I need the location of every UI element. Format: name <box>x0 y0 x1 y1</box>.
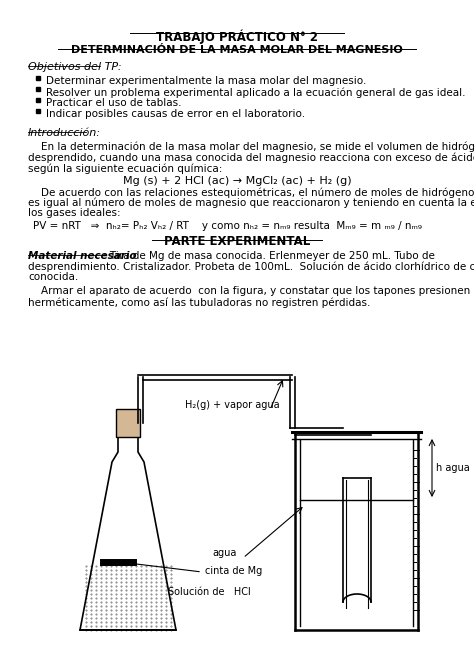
Text: Armar el aparato de acuerdo  con la figura, y constatar que los tapones presione: Armar el aparato de acuerdo con la figur… <box>28 287 470 297</box>
Text: Objetivos del TP:: Objetivos del TP: <box>28 62 122 72</box>
Text: herméticamente, como así las tubuladoras no registren pérdidas.: herméticamente, como así las tubuladoras… <box>28 297 370 308</box>
Text: es igual al número de moles de magnesio que reaccionaron y teniendo en cuenta la: es igual al número de moles de magnesio … <box>28 198 474 208</box>
Text: PV = nRT   ⇒  nₕ₂= Pₕ₂ Vₕ₂ / RT    y como nₕ₂ = nₘ₉ resulta  Mₘ₉ = m ₘ₉ / nₘ₉: PV = nRT ⇒ nₕ₂= Pₕ₂ Vₕ₂ / RT y como nₕ₂ … <box>33 221 422 231</box>
Text: Mg (s) + 2 HCl (ac) → MgCl₂ (ac) + H₂ (g): Mg (s) + 2 HCl (ac) → MgCl₂ (ac) + H₂ (g… <box>123 176 351 186</box>
Text: desprendimiento. Cristalizador. Probeta de 100mL.  Solución de ácido clorhídrico: desprendimiento. Cristalizador. Probeta … <box>28 261 474 272</box>
Text: Indicar posibles causas de error en el laboratorio.: Indicar posibles causas de error en el l… <box>46 109 305 119</box>
Text: Material necesario: Material necesario <box>28 251 137 261</box>
Bar <box>116 409 140 437</box>
Text: En la determinación de la masa molar del magnesio, se mide el volumen de hidróge: En la determinación de la masa molar del… <box>28 142 474 153</box>
Text: TRABAJO PRÁCTICO N° 2: TRABAJO PRÁCTICO N° 2 <box>156 30 318 44</box>
Text: cinta de Mg: cinta de Mg <box>205 566 262 576</box>
Text: los gases ideales:: los gases ideales: <box>28 208 120 218</box>
Text: Introducción:: Introducción: <box>28 128 101 138</box>
Text: según la siguiente ecuación química:: según la siguiente ecuación química: <box>28 163 222 174</box>
Text: H₂(g) + vapor agua: H₂(g) + vapor agua <box>185 400 279 410</box>
Text: : Tira de Mg de masa conocida. Erlenmeyer de 250 mL. Tubo de: : Tira de Mg de masa conocida. Erlenmeye… <box>103 251 435 261</box>
Text: De acuerdo con las relaciones estequiométricas, el número de moles de hidrógeno : De acuerdo con las relaciones estequiomé… <box>28 188 474 198</box>
Text: Resolver un problema experimental aplicado a la ecuación general de gas ideal.: Resolver un problema experimental aplica… <box>46 87 465 98</box>
Text: Determinar experimentalmente la masa molar del magnesio.: Determinar experimentalmente la masa mol… <box>46 76 366 86</box>
Text: PARTE EXPERIMENTAL: PARTE EXPERIMENTAL <box>164 235 310 248</box>
Text: desprendido, cuando una masa conocida del magnesio reacciona con exceso de ácido: desprendido, cuando una masa conocida de… <box>28 153 474 163</box>
Text: DETERMINACIÓN DE LA MASA MOLAR DEL MAGNESIO: DETERMINACIÓN DE LA MASA MOLAR DEL MAGNE… <box>71 45 403 55</box>
Text: h agua: h agua <box>436 463 470 473</box>
Text: Solución de   HCl: Solución de HCl <box>168 587 251 597</box>
Text: Practicar el uso de tablas.: Practicar el uso de tablas. <box>46 98 182 108</box>
Text: agua: agua <box>213 548 237 558</box>
Text: conocida.: conocida. <box>28 272 78 282</box>
